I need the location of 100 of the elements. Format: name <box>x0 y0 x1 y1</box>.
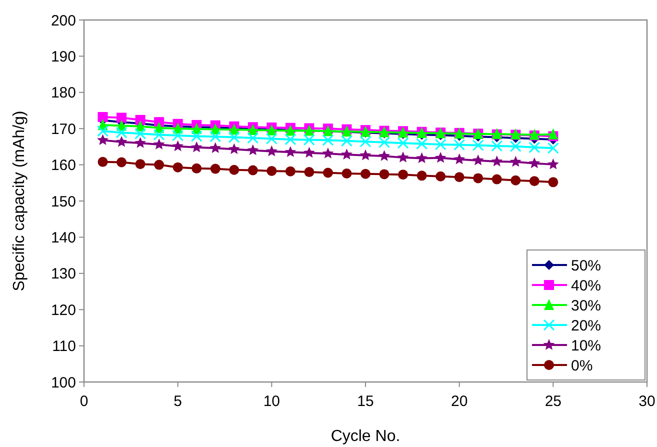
point <box>472 154 484 166</box>
point <box>379 169 390 180</box>
point <box>116 157 127 168</box>
point <box>228 143 240 154</box>
point <box>416 138 428 150</box>
point <box>247 132 259 144</box>
point <box>190 130 202 142</box>
point <box>98 156 108 167</box>
point <box>454 139 466 151</box>
point <box>510 175 521 186</box>
legend-label: 0% <box>571 357 593 374</box>
point <box>360 168 370 179</box>
y-tick-label: 160 <box>50 157 76 174</box>
point <box>190 141 202 152</box>
point <box>434 138 446 150</box>
point <box>284 146 296 157</box>
point <box>528 157 540 168</box>
point <box>548 128 558 140</box>
point <box>303 134 315 146</box>
y-tick-label: 140 <box>50 229 76 246</box>
point <box>154 160 164 170</box>
y-tick-label: 100 <box>50 374 76 392</box>
y-tick-label: 120 <box>50 302 76 319</box>
point <box>266 145 278 156</box>
legend-label: 30% <box>571 297 602 314</box>
point <box>135 114 146 125</box>
point <box>360 136 372 148</box>
y-axis-title: Specific capacity (mAh/g) <box>11 110 28 292</box>
legend-label: 50% <box>571 257 602 274</box>
x-tick-label: 25 <box>544 393 562 410</box>
point <box>134 137 146 148</box>
point <box>210 142 222 153</box>
x-axis-title: Cycle No. <box>330 428 400 445</box>
point <box>97 134 108 146</box>
point <box>116 136 128 147</box>
point <box>97 125 109 137</box>
legend-label: 40% <box>571 277 602 294</box>
y-tick-label: 150 <box>50 193 76 210</box>
legend-label: 20% <box>571 317 602 334</box>
point <box>172 162 183 172</box>
point <box>322 168 333 178</box>
point <box>472 140 484 151</box>
point <box>397 137 409 149</box>
point <box>491 156 503 166</box>
point <box>416 170 427 181</box>
point <box>116 126 128 138</box>
point <box>340 135 352 147</box>
point <box>322 134 334 146</box>
point <box>341 148 352 160</box>
point <box>529 176 540 186</box>
point <box>510 156 522 167</box>
point <box>285 166 296 176</box>
point <box>210 164 220 174</box>
x-tick-label: 15 <box>357 393 374 410</box>
point <box>172 140 184 152</box>
point <box>266 166 277 176</box>
y-tick-label: 110 <box>52 338 76 356</box>
y-tick-label: 180 <box>50 84 76 102</box>
y-tick-label: 200 <box>50 12 76 30</box>
y-tick-label: 170 <box>50 120 76 138</box>
point <box>528 142 540 154</box>
x-tick-label: 0 <box>80 393 88 410</box>
point <box>266 132 278 144</box>
point <box>492 174 502 184</box>
point <box>436 171 446 182</box>
point <box>153 129 165 141</box>
point <box>135 159 146 170</box>
x-tick-label: 30 <box>638 393 656 410</box>
point <box>378 150 390 161</box>
point <box>322 148 334 158</box>
point <box>304 167 314 178</box>
point <box>228 132 240 144</box>
point <box>454 153 466 164</box>
point <box>510 140 522 152</box>
y-tick-label: 190 <box>50 48 76 66</box>
point <box>98 112 108 122</box>
point <box>397 152 409 162</box>
point <box>134 128 146 140</box>
point <box>116 112 127 123</box>
point <box>153 138 165 150</box>
point <box>342 168 352 178</box>
point <box>434 152 446 163</box>
point <box>247 144 259 156</box>
point <box>416 152 428 164</box>
point <box>248 165 258 176</box>
point <box>360 149 372 160</box>
point <box>284 134 296 146</box>
point <box>491 140 503 152</box>
x-tick-label: 5 <box>174 393 182 410</box>
point <box>398 170 408 180</box>
point <box>473 173 484 184</box>
point <box>378 136 390 148</box>
x-tick-label: 20 <box>450 393 468 410</box>
point <box>229 164 240 175</box>
point <box>192 163 202 174</box>
point <box>548 177 558 188</box>
point <box>210 130 222 142</box>
legend-label: 10% <box>571 337 602 354</box>
point <box>303 146 315 158</box>
point <box>547 142 559 154</box>
